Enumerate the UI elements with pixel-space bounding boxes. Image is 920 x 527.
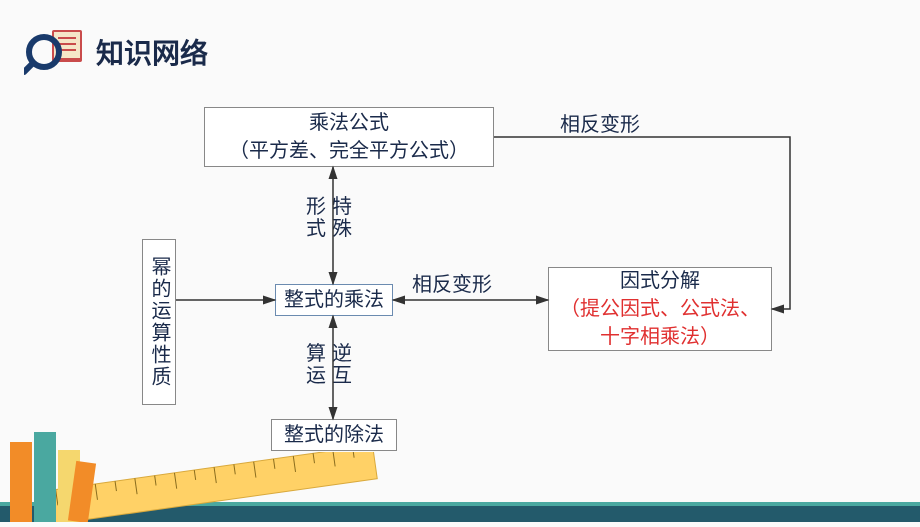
edge-label-inverse-op-2: 逆互 — [330, 343, 354, 387]
edge-label-special-form-2: 特殊 — [330, 196, 354, 240]
node-multiplication-formula: 乘法公式 （平方差、完全平方公式） — [204, 107, 494, 167]
edges-layer — [0, 0, 920, 522]
node-integer-division: 整式的除法 — [271, 419, 397, 451]
magnifier-book-icon — [24, 28, 88, 76]
books-icon — [0, 412, 100, 522]
page-title: 知识网络 — [96, 32, 208, 72]
node-factor-line1: 因式分解 — [620, 267, 700, 295]
node-factorization: 因式分解 （提公因式、公式法、 十字相乘法） — [548, 267, 772, 351]
node-div-label: 整式的除法 — [284, 421, 384, 449]
node-integer-multiplication: 整式的乘法 — [275, 284, 393, 316]
node-formula-line2: （平方差、完全平方公式） — [229, 137, 469, 165]
node-factor-line3: 十字相乘法） — [600, 323, 720, 351]
node-mul-label: 整式的乘法 — [284, 286, 384, 314]
edge-label-inverse-op-1: 算运 — [304, 343, 328, 387]
node-factor-line2: （提公因式、公式法、 — [560, 295, 760, 323]
edge-label-special-form-1: 形式 — [304, 196, 328, 240]
page-header: 知识网络 — [24, 28, 208, 76]
node-formula-line1: 乘法公式 — [309, 109, 389, 137]
edge-label-opposite-1: 相反变形 — [412, 268, 492, 297]
node-power-properties: 幂的运算性质 — [142, 239, 176, 405]
edge-label-opposite-2: 相反变形 — [560, 108, 640, 137]
node-power-label: 幂的运算性质 — [145, 256, 173, 388]
